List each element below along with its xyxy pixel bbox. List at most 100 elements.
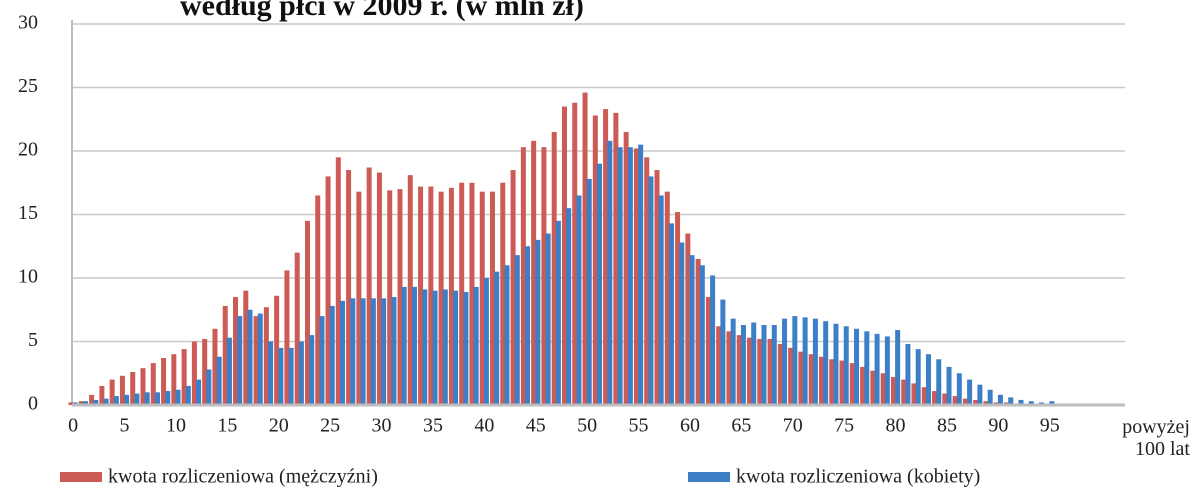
y-tick-label: 5 (28, 329, 38, 351)
bar (668, 223, 674, 405)
bar (730, 318, 736, 405)
legend-label: kwota rozliczeniowa (kobiety) (736, 466, 980, 488)
bar (243, 290, 249, 405)
bar (401, 286, 407, 405)
legend-label: kwota rozliczeniowa (mężczyźni) (108, 466, 378, 488)
bar (761, 324, 767, 405)
x-tick-label: 90 (988, 415, 1008, 437)
bar (247, 309, 253, 405)
bar (726, 331, 732, 405)
bar (68, 402, 74, 405)
bar (905, 344, 911, 405)
bar (504, 265, 510, 405)
x-tick-label: 40 (474, 415, 494, 437)
bar (253, 316, 259, 405)
bar (438, 191, 444, 405)
bar (613, 112, 619, 406)
bar (109, 379, 115, 405)
bar (294, 252, 300, 405)
x-tick-label: 80 (886, 415, 906, 437)
bar (78, 401, 84, 405)
bar (689, 255, 695, 405)
bar (350, 298, 356, 405)
bar (418, 186, 424, 405)
bar (448, 187, 454, 405)
bar (757, 338, 763, 405)
bar (607, 140, 613, 405)
x-tick-label: 30 (372, 415, 392, 437)
bar (658, 195, 664, 405)
x-tick-label: 75 (834, 415, 854, 437)
bar (812, 318, 818, 405)
bar (1018, 399, 1024, 405)
bar (911, 383, 917, 405)
bar (685, 233, 691, 405)
bar (936, 359, 942, 405)
bar (376, 172, 382, 405)
x-tick-label: 45 (526, 415, 546, 437)
bar (870, 370, 876, 405)
bar (130, 371, 136, 405)
bar (175, 389, 181, 405)
bar (555, 220, 561, 405)
bar (257, 313, 263, 405)
bar (140, 368, 146, 405)
bar (304, 220, 310, 405)
bar (740, 324, 746, 405)
bar (165, 391, 171, 405)
bar (839, 360, 845, 405)
x-tick-label: 15 (217, 415, 237, 437)
bar (987, 389, 993, 405)
bar (705, 297, 711, 405)
x-tick-label: 10 (166, 415, 186, 437)
bar (494, 271, 500, 405)
bar (747, 337, 753, 405)
bar (124, 394, 130, 405)
bar (514, 255, 520, 405)
bar (520, 147, 526, 405)
x-tick-label: 5 (120, 415, 130, 437)
bar (335, 157, 341, 405)
bar (829, 359, 835, 405)
bar (500, 182, 506, 405)
bar (967, 379, 973, 405)
bar (89, 394, 95, 405)
bar (973, 399, 979, 405)
bar (340, 300, 346, 405)
bar (346, 170, 352, 405)
bar (551, 131, 557, 405)
bar (782, 318, 788, 405)
bar (387, 190, 393, 405)
bar (648, 176, 654, 405)
x-tick-label: 35 (423, 415, 443, 437)
bar (664, 191, 670, 405)
x-tick-label: 55 (629, 415, 649, 437)
bar (397, 189, 403, 405)
bar (274, 295, 280, 405)
bar (407, 175, 413, 405)
bar (603, 109, 609, 405)
y-tick-label: 20 (18, 139, 38, 161)
bar (202, 338, 208, 405)
bar (181, 349, 187, 405)
bar (381, 298, 387, 405)
bar (453, 290, 459, 405)
bar (720, 299, 726, 405)
bar (278, 347, 284, 405)
bar (925, 354, 931, 405)
bar (196, 379, 202, 405)
bar (1049, 401, 1055, 405)
bar (315, 195, 321, 405)
bar (890, 377, 896, 405)
x-tick-label: 85 (937, 415, 957, 437)
bar (411, 286, 417, 405)
bar (422, 289, 428, 405)
bar (545, 233, 551, 405)
bar (962, 398, 968, 405)
bar (222, 305, 228, 405)
bar (360, 298, 366, 405)
bar (736, 335, 742, 405)
bar (623, 131, 629, 405)
bar (119, 375, 125, 405)
bar (884, 336, 890, 405)
